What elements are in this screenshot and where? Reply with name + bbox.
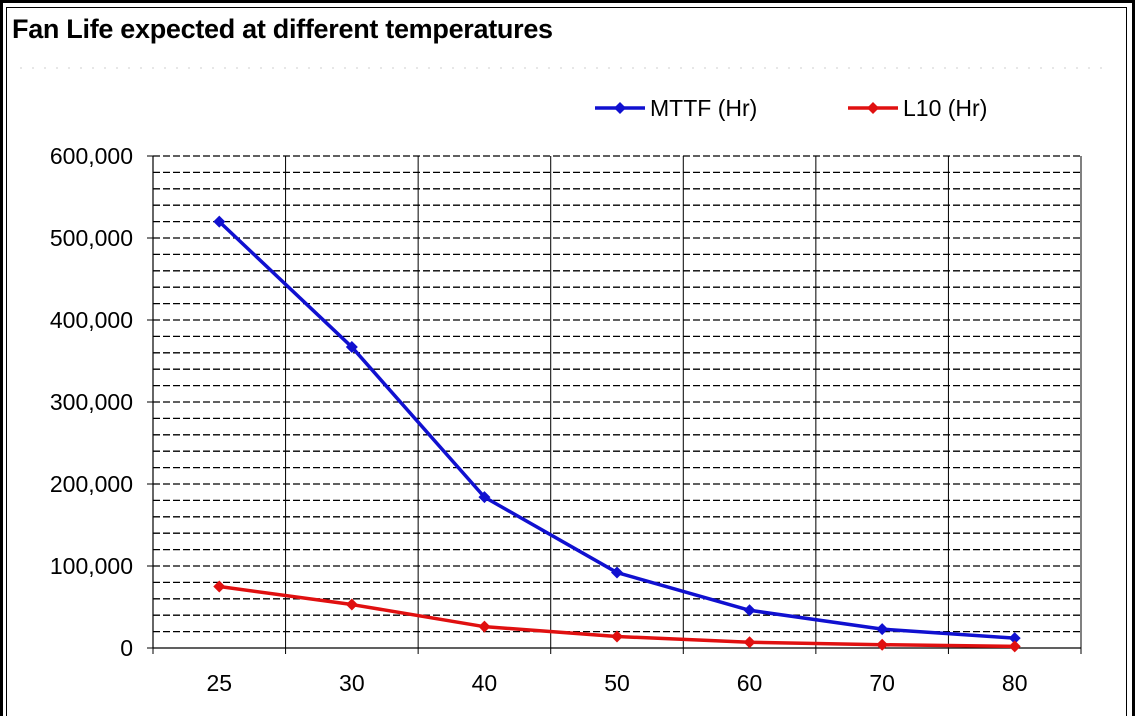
y-tick-label: 0 — [120, 635, 133, 661]
grid-layer — [20, 67, 1110, 648]
legend: MTTF (Hr) L10 (Hr) — [595, 95, 987, 121]
x-tick-label: 50 — [604, 670, 630, 696]
y-tick-label: 200,000 — [50, 471, 133, 497]
y-tick-label: 500,000 — [50, 225, 133, 251]
data-point-series-2 — [1008, 640, 1021, 653]
data-point-series-2 — [876, 638, 889, 651]
y-tick-label: 100,000 — [50, 553, 133, 579]
data-point-series-1 — [345, 341, 358, 354]
data-point-series-1 — [743, 604, 756, 617]
legend-label-1: MTTF (Hr) — [650, 95, 757, 121]
axis-layer: 0 100,000 200,000 300,000 400,000 500,000 600,… — [50, 143, 1082, 696]
x-tick-label: 30 — [339, 670, 365, 696]
y-tick-label: 300,000 — [50, 389, 133, 415]
data-point-series-2 — [213, 580, 226, 593]
series-layer — [213, 215, 1021, 653]
legend-marker-2 — [867, 102, 879, 114]
data-point-series-2 — [743, 636, 756, 649]
x-tick-label: 80 — [1002, 670, 1028, 696]
data-point-series-1 — [611, 566, 623, 579]
y-tick-label: 400,000 — [50, 307, 133, 333]
x-tick-label: 70 — [869, 670, 895, 696]
data-point-series-2 — [611, 630, 623, 643]
x-tick-label: 60 — [737, 670, 763, 696]
y-tick-label: 600,000 — [50, 143, 133, 169]
data-point-series-1 — [213, 215, 226, 228]
data-point-series-1 — [478, 491, 491, 504]
x-tick-label: 40 — [472, 670, 498, 696]
data-point-series-2 — [345, 598, 358, 611]
x-tick-label: 25 — [206, 670, 232, 696]
legend-marker-1 — [614, 102, 626, 114]
data-point-series-1 — [1008, 632, 1021, 645]
inner-frame — [6, 7, 1127, 716]
data-point-series-1 — [876, 623, 889, 636]
data-point-series-2 — [478, 620, 491, 633]
chart-title: Fan Life expected at different temperatu… — [12, 14, 553, 44]
legend-label-2: L10 (Hr) — [903, 95, 987, 121]
